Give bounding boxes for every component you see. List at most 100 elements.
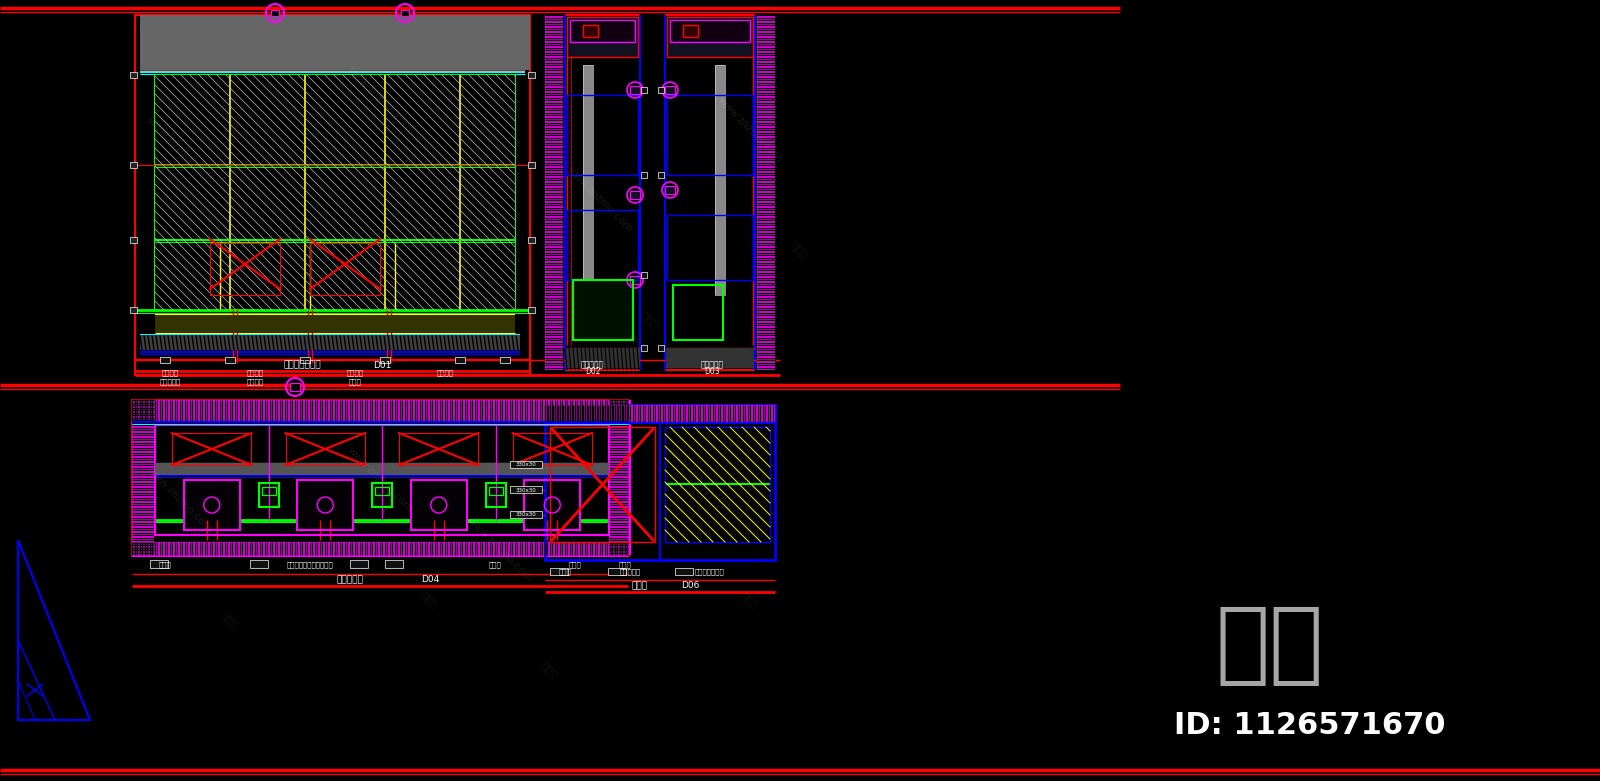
Text: www.znzmo.com: www.znzmo.com [715,95,784,165]
Bar [510,461,542,468]
Text: 式纸盒: 式纸盒 [349,379,362,385]
Bar [141,335,520,350]
Text: D04: D04 [421,576,438,584]
Bar [155,463,610,475]
Bar [130,237,138,243]
Text: www.znzmo.com: www.znzmo.com [565,166,635,234]
Text: D02: D02 [584,368,600,376]
Bar [261,487,275,495]
Text: ID: 1126571670: ID: 1126571670 [1174,711,1446,740]
Text: 暗藏地面式: 暗藏地面式 [619,569,640,576]
Bar [298,480,354,530]
Bar [525,481,579,529]
Bar [270,10,278,16]
Bar [528,307,534,313]
Bar [683,25,698,37]
Bar [666,348,754,368]
Bar [486,484,504,506]
Bar [642,345,646,351]
Bar [546,15,563,370]
Bar [666,86,675,94]
Bar [570,20,635,42]
Bar [566,17,638,57]
Bar [381,357,390,363]
Text: □: □ [272,10,278,16]
Bar [630,191,640,199]
Text: 器（选购）: 器（选购） [160,379,181,385]
Text: 洗手笼: 洗手笼 [619,562,632,569]
Bar [184,481,238,529]
Bar [666,86,675,94]
Bar [130,307,138,313]
Bar [411,480,467,530]
Bar [546,405,774,560]
Bar [666,186,675,194]
Text: 知末网: 知末网 [219,260,240,280]
Bar [566,17,638,57]
Bar [250,560,269,568]
Bar [675,568,693,575]
Bar [546,405,774,423]
Bar [226,357,235,363]
Bar [402,10,410,16]
Bar [259,484,277,506]
Bar [386,560,403,568]
Text: 知末网: 知末网 [539,660,560,680]
Text: 知末网: 知末网 [790,240,810,260]
Bar [566,95,638,175]
Text: 暗藏地面式水龙（选购）: 暗藏地面式水龙（选购） [286,562,333,569]
Bar [512,433,592,465]
Bar [402,10,410,16]
Bar [528,237,534,243]
Text: 大样图: 大样图 [632,582,648,590]
Bar [574,281,632,339]
Text: www.znzmo.com: www.znzmo.com [146,465,214,534]
Bar [582,65,594,295]
Bar [667,17,754,57]
Bar [184,480,240,530]
Bar [566,210,638,280]
Text: D06: D06 [682,582,699,590]
Text: 式干纸盒: 式干纸盒 [246,379,264,385]
Bar [670,21,749,41]
Bar [155,75,515,310]
Text: 洗手台剖面: 洗手台剖面 [336,576,363,584]
Bar [131,542,627,557]
Text: www.znzmo.com: www.znzmo.com [146,116,214,184]
Bar [155,315,515,333]
Text: 知末: 知末 [1216,601,1325,689]
Bar [130,162,138,168]
Bar [666,16,754,369]
Text: 知末网: 知末网 [640,310,661,330]
Bar [715,65,725,295]
Bar [259,483,278,507]
Bar [642,172,646,178]
Bar [566,16,638,369]
Bar [565,348,640,368]
Text: 镜像插座: 镜像插座 [437,369,453,376]
Bar [674,285,723,340]
Bar [573,280,634,340]
Text: 知末网: 知末网 [419,210,440,230]
Bar [666,186,675,194]
Text: 330x30: 330x30 [515,487,536,493]
Text: 330x30: 330x30 [515,462,536,468]
Bar [630,276,640,284]
Text: 知末网: 知末网 [739,590,760,610]
Bar [210,243,280,295]
Text: 知末网: 知末网 [219,610,240,630]
Bar [454,357,466,363]
Text: www.znzmo.com: www.znzmo.com [466,515,534,584]
Bar [150,560,168,568]
Bar [642,272,646,278]
Bar [667,215,754,280]
Bar [374,487,389,495]
Bar [642,87,646,93]
Bar [658,87,664,93]
Bar [757,15,774,370]
Text: 就手盆: 就手盆 [488,562,501,569]
Text: 暗藏地面: 暗藏地面 [246,369,264,376]
Bar [141,15,530,70]
Bar [499,357,510,363]
Bar [630,276,640,284]
